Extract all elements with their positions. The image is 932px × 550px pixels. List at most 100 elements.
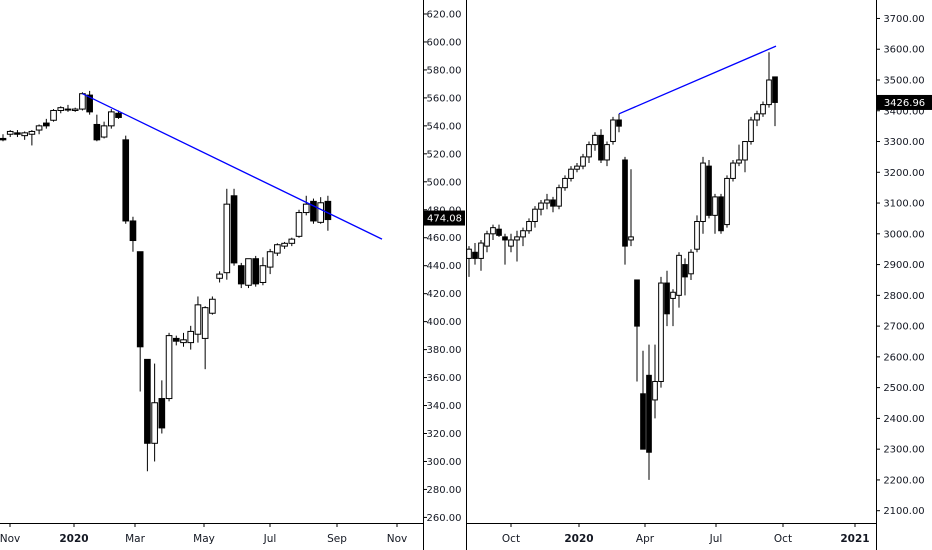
candle[interactable] bbox=[136, 251, 144, 392]
candle[interactable] bbox=[194, 296, 202, 343]
candle[interactable] bbox=[598, 129, 604, 164]
candle[interactable] bbox=[694, 215, 700, 253]
candle[interactable] bbox=[616, 113, 622, 133]
candle[interactable] bbox=[490, 224, 496, 240]
candle[interactable] bbox=[646, 344, 652, 480]
candle[interactable] bbox=[736, 144, 742, 167]
candle[interactable] bbox=[556, 184, 562, 210]
candle[interactable] bbox=[478, 239, 484, 271]
candle[interactable] bbox=[230, 188, 238, 266]
candle[interactable] bbox=[107, 109, 115, 129]
candle[interactable] bbox=[562, 175, 568, 191]
candle[interactable] bbox=[165, 332, 173, 402]
candle[interactable] bbox=[766, 52, 772, 108]
candle[interactable] bbox=[754, 110, 760, 127]
candle[interactable] bbox=[688, 249, 694, 280]
candle[interactable] bbox=[0, 134, 7, 142]
candle[interactable] bbox=[520, 227, 526, 247]
candle[interactable] bbox=[245, 258, 252, 289]
time-axis[interactable]: Nov 2020 Mar May Jul Sep Nov bbox=[0, 523, 423, 545]
time-axis[interactable]: Oct 2020 Apr Jul Oct 2021 bbox=[466, 523, 876, 545]
candle[interactable] bbox=[748, 116, 754, 145]
candle[interactable] bbox=[526, 218, 532, 234]
candle[interactable] bbox=[760, 101, 766, 117]
candle[interactable] bbox=[216, 271, 223, 283]
candle[interactable] bbox=[86, 90, 93, 115]
price-axis[interactable]: 260.00 280.00 300.00 320.00 340.00 360.00 380.… bbox=[423, 0, 465, 550]
candle[interactable] bbox=[237, 262, 245, 289]
candle[interactable] bbox=[484, 230, 490, 253]
candle[interactable] bbox=[100, 121, 108, 139]
candle[interactable] bbox=[724, 175, 730, 228]
candle[interactable] bbox=[43, 118, 50, 129]
candle[interactable] bbox=[550, 196, 556, 213]
candle[interactable] bbox=[259, 257, 267, 286]
candle[interactable] bbox=[21, 131, 28, 140]
candle[interactable] bbox=[310, 198, 317, 224]
right-pane-index-chart[interactable]: 2100.00 2200.00 2300.00 2400.00 2500.00 2600.… bbox=[466, 0, 932, 550]
candle[interactable] bbox=[544, 193, 550, 210]
candle[interactable] bbox=[538, 199, 544, 216]
candle[interactable] bbox=[628, 169, 634, 247]
candle[interactable] bbox=[634, 279, 640, 382]
candle[interactable] bbox=[209, 296, 216, 315]
candle[interactable] bbox=[604, 141, 610, 167]
candle[interactable] bbox=[187, 325, 195, 350]
candle[interactable] bbox=[144, 358, 151, 472]
candle[interactable] bbox=[288, 237, 296, 247]
candle[interactable] bbox=[35, 124, 43, 135]
candle[interactable] bbox=[670, 289, 676, 327]
candle[interactable] bbox=[14, 130, 21, 138]
plot-area[interactable] bbox=[0, 90, 383, 472]
candle[interactable] bbox=[6, 130, 14, 138]
candle[interactable] bbox=[93, 114, 101, 142]
candle[interactable] bbox=[706, 159, 712, 219]
candle[interactable] bbox=[129, 216, 137, 252]
candle[interactable] bbox=[266, 248, 274, 275]
candle[interactable] bbox=[496, 224, 502, 237]
candle[interactable] bbox=[508, 233, 514, 253]
candle[interactable] bbox=[151, 363, 158, 462]
candle[interactable] bbox=[652, 344, 658, 419]
candle[interactable] bbox=[158, 380, 166, 434]
candle[interactable] bbox=[274, 243, 281, 256]
candle[interactable] bbox=[252, 255, 260, 287]
candle[interactable] bbox=[71, 107, 79, 112]
price-axis[interactable]: 2100.00 2200.00 2300.00 2400.00 2500.00 2600.… bbox=[876, 0, 932, 550]
candle[interactable] bbox=[742, 141, 748, 173]
candle[interactable] bbox=[682, 258, 688, 296]
candle[interactable] bbox=[502, 233, 508, 265]
trendline[interactable] bbox=[82, 93, 383, 240]
candle[interactable] bbox=[281, 241, 288, 249]
candle[interactable] bbox=[50, 109, 57, 122]
candle[interactable] bbox=[610, 116, 616, 145]
candle[interactable] bbox=[592, 132, 598, 151]
candle[interactable] bbox=[64, 104, 72, 112]
candle[interactable] bbox=[201, 306, 209, 370]
candle[interactable] bbox=[574, 163, 580, 173]
candle[interactable] bbox=[514, 230, 520, 262]
candle[interactable] bbox=[718, 193, 724, 234]
left-pane-etf-chart[interactable]: 260.00 280.00 300.00 320.00 340.00 360.00 380.… bbox=[0, 0, 465, 550]
candle[interactable] bbox=[772, 76, 778, 127]
candle[interactable] bbox=[172, 335, 180, 346]
candle[interactable] bbox=[730, 159, 736, 182]
candle[interactable] bbox=[180, 332, 187, 347]
candle[interactable] bbox=[586, 141, 592, 164]
candle[interactable] bbox=[57, 106, 65, 114]
candle[interactable] bbox=[700, 156, 706, 234]
candle[interactable] bbox=[664, 270, 670, 327]
candle[interactable] bbox=[640, 350, 646, 450]
plot-area[interactable] bbox=[467, 45, 778, 480]
candle[interactable] bbox=[472, 243, 478, 265]
candle[interactable] bbox=[568, 166, 574, 182]
candle[interactable] bbox=[580, 153, 586, 170]
candle[interactable] bbox=[317, 197, 324, 224]
candle[interactable] bbox=[532, 206, 538, 228]
candle[interactable] bbox=[658, 276, 664, 388]
candle[interactable] bbox=[622, 156, 628, 265]
candle[interactable] bbox=[223, 188, 231, 280]
candle[interactable] bbox=[467, 246, 472, 277]
candle[interactable] bbox=[302, 195, 310, 216]
candle[interactable] bbox=[122, 135, 130, 224]
